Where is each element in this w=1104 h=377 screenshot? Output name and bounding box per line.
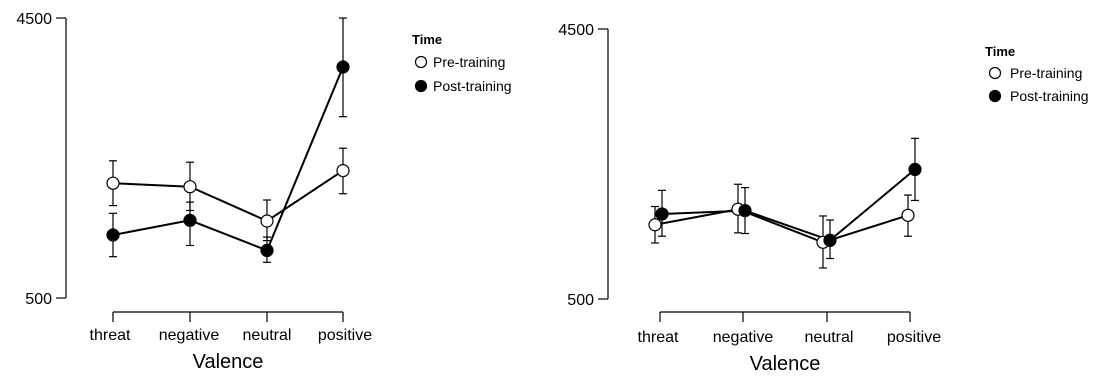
legend-marker-pre-training xyxy=(414,55,428,69)
data-point-post-training xyxy=(738,203,752,218)
series-line-pre-training xyxy=(112,169,344,223)
data-point-post-training xyxy=(336,60,350,74)
y-tick-label-min: 500 xyxy=(567,292,594,309)
legend-label-pre-training: Pre-training xyxy=(433,54,505,70)
legend-label-post-training: Post-training xyxy=(433,78,512,94)
x-tick-label-positive: positive xyxy=(318,327,372,344)
data-point-pre-training xyxy=(901,208,915,222)
x-tick-label-positive: positive xyxy=(887,329,941,346)
chart-panel-left: 4500 500 threat negative neutral positiv… xyxy=(16,11,511,373)
data-point-pre-training xyxy=(183,180,197,194)
data-point-post-training xyxy=(106,228,120,242)
data-point-post-training xyxy=(260,243,274,257)
x-tick-label-negative: negative xyxy=(713,329,774,346)
plot-marks xyxy=(106,17,350,263)
data-point-pre-training xyxy=(648,218,662,232)
plot-marks xyxy=(648,137,922,269)
series-line-post-training xyxy=(112,66,344,252)
x-tick-label-neutral: neutral xyxy=(243,327,292,344)
x-tick-label-threat: threat xyxy=(638,329,679,346)
legend-marker-post-training xyxy=(414,79,428,93)
legend-title: Time xyxy=(985,44,1015,59)
x-tick-label-threat: threat xyxy=(90,327,131,344)
y-tick-label-min: 500 xyxy=(25,291,52,308)
data-point-post-training xyxy=(823,233,837,247)
legend-marker-post-training xyxy=(988,89,1002,103)
legend-label-pre-training: Pre-training xyxy=(1010,65,1082,81)
y-tick-label-max: 4500 xyxy=(558,22,594,39)
x-tick-label-neutral: neutral xyxy=(805,329,854,346)
x-axis-title: Valence xyxy=(193,351,264,373)
series-line-pre-training xyxy=(654,208,909,244)
data-point-pre-training xyxy=(336,164,350,178)
x-axis-title: Valence xyxy=(750,353,821,375)
data-point-post-training xyxy=(183,213,197,227)
legend-label-post-training: Post-training xyxy=(1010,88,1089,104)
series-line-post-training xyxy=(661,168,916,242)
y-tick-label-max: 4500 xyxy=(16,11,52,28)
x-tick-label-negative: negative xyxy=(159,327,220,344)
data-point-post-training xyxy=(655,207,669,221)
data-point-pre-training xyxy=(106,176,120,190)
data-point-pre-training xyxy=(260,214,274,228)
data-point-post-training xyxy=(908,162,922,176)
chart-panel-right: 4500 500 threat negative neutral positiv… xyxy=(558,22,1088,375)
legend-title: Time xyxy=(412,32,442,47)
legend-marker-pre-training xyxy=(988,66,1002,80)
